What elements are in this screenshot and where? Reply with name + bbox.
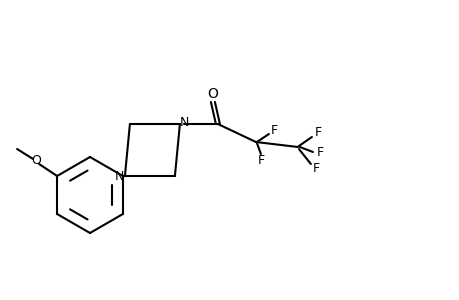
Text: O: O [207,87,218,101]
Text: F: F [312,163,319,176]
Text: F: F [313,127,321,140]
Text: O: O [31,154,41,167]
Text: N: N [180,116,189,130]
Text: F: F [257,154,264,166]
Text: N: N [115,170,124,184]
Text: F: F [270,124,277,136]
Text: F: F [316,146,323,158]
